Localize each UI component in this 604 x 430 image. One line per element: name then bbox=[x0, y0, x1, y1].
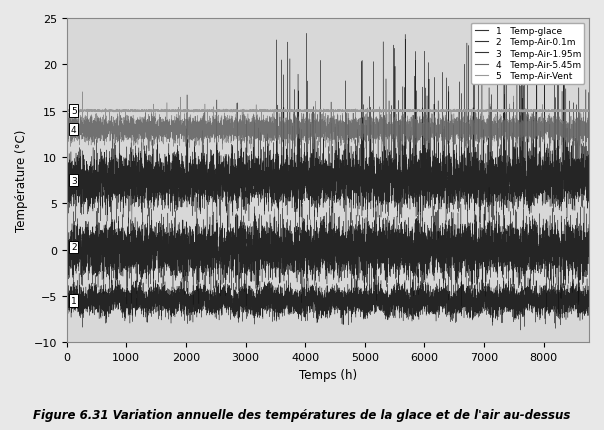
Text: 2: 2 bbox=[71, 243, 77, 252]
Text: 1: 1 bbox=[71, 296, 77, 305]
Text: 5: 5 bbox=[71, 107, 77, 116]
Legend: 1   Temp-glace, 2   Temp-Air-0.1m, 3   Temp-Air-1.95m, 4   Temp-Air-5.45m, 5   T: 1 Temp-glace, 2 Temp-Air-0.1m, 3 Temp-Ai… bbox=[471, 24, 585, 85]
Text: 3: 3 bbox=[71, 176, 77, 185]
Y-axis label: Température (°C): Température (°C) bbox=[15, 129, 28, 232]
X-axis label: Temps (h): Temps (h) bbox=[299, 368, 357, 381]
Text: 4: 4 bbox=[71, 126, 77, 134]
Text: Figure 6.31 Variation annuelle des températures de la glace et de l'air au-dessu: Figure 6.31 Variation annuelle des tempé… bbox=[33, 408, 571, 421]
